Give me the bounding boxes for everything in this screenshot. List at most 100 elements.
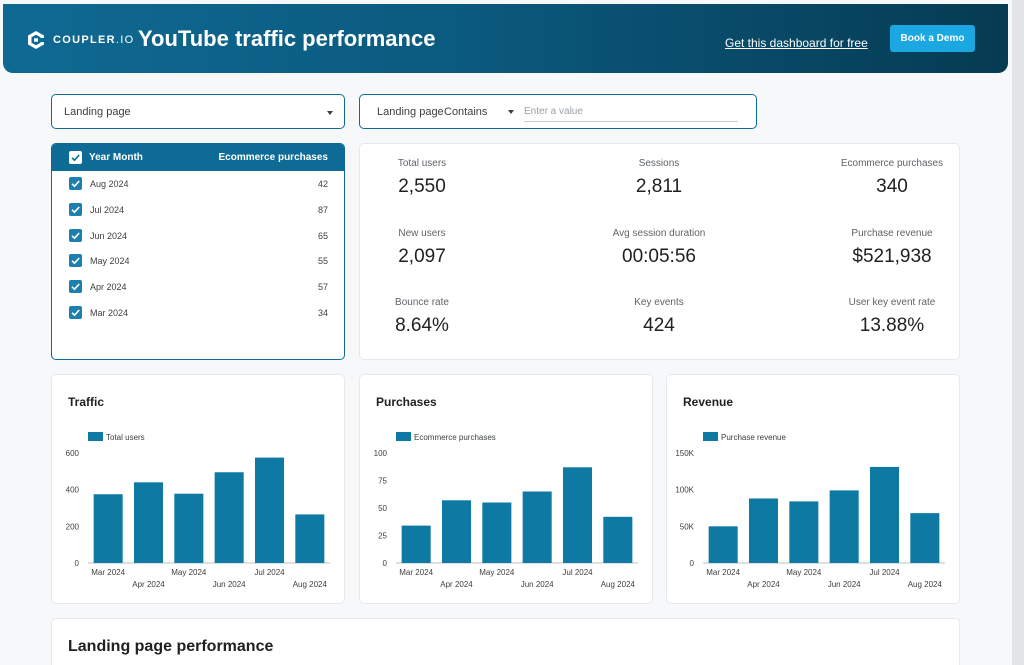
y-tick-label: 200 <box>66 522 80 531</box>
y-tick-label: 0 <box>75 559 80 568</box>
table-row[interactable]: May 2024 55 <box>52 248 344 274</box>
legend-swatch <box>396 432 411 441</box>
scrollbar-track[interactable] <box>1012 0 1024 665</box>
row-checkbox[interactable] <box>69 280 82 294</box>
kpi-value: 340 <box>876 176 908 197</box>
bar-aug-2024 <box>603 516 633 563</box>
table-row[interactable]: Apr 2024 57 <box>52 274 344 300</box>
get-dashboard-link[interactable]: Get this dashboard for free <box>725 36 868 50</box>
bar-mar-2024 <box>401 525 431 563</box>
traffic-chart-card: Traffic Total users 0 200 400 600 Mar 2024 Apr… <box>51 374 345 604</box>
x-tick-label: Jul 2024 <box>254 568 285 577</box>
table-row[interactable]: Jun 2024 65 <box>52 223 344 249</box>
kpi-value: 8.64% <box>395 315 449 336</box>
kpi-user-key-event-rate: User key event rate 13.88% <box>802 297 982 337</box>
y-tick-label: 50K <box>680 522 695 531</box>
y-tick-label: 75 <box>378 477 387 486</box>
coupler-logo[interactable]: COUPLER.IO <box>25 29 134 51</box>
row-month: May 2024 <box>90 256 130 267</box>
y-tick-label: 150K <box>675 449 694 458</box>
kpi-value: 2,550 <box>398 176 446 197</box>
x-tick-label: Aug 2024 <box>908 580 943 589</box>
kpi-label: New users <box>398 228 446 239</box>
operator-select[interactable]: Contains <box>444 106 488 118</box>
kpi-value: 2,811 <box>635 176 683 197</box>
kpi-total-users: Total users 2,550 <box>332 158 512 198</box>
row-value: 57 <box>317 282 328 293</box>
bar-jul-2024 <box>254 457 285 563</box>
kpi-key-events: Key events 424 <box>569 297 749 337</box>
row-value: 34 <box>317 307 328 318</box>
select-all-checkbox[interactable] <box>69 151 82 164</box>
bar-jun-2024 <box>522 491 552 563</box>
x-tick-label: Apr 2024 <box>747 580 780 589</box>
kpi-value: 424 <box>643 315 675 336</box>
legend-label: Purchase revenue <box>721 433 786 442</box>
kpi-label: Sessions <box>638 158 680 169</box>
chart-title: Traffic <box>68 395 105 409</box>
chart-title: Revenue <box>683 395 734 409</box>
bar-apr-2024 <box>133 482 164 563</box>
x-tick-label: May 2024 <box>171 568 207 577</box>
legend-label: Total users <box>106 433 145 442</box>
y-tick-label: 50 <box>378 504 387 513</box>
row-checkbox[interactable] <box>69 305 82 319</box>
x-tick-label: May 2024 <box>479 568 515 577</box>
kpi-ecommerce-purchases: Ecommerce purchases 340 <box>802 158 982 198</box>
row-value: 55 <box>317 256 328 267</box>
chart-title: Purchases <box>376 395 437 409</box>
legend-label: Ecommerce purchases <box>414 433 496 442</box>
section-title: Landing page performance <box>68 638 274 655</box>
chevron-down-icon[interactable] <box>508 110 514 114</box>
x-tick-label: Mar 2024 <box>706 568 740 577</box>
bar-apr-2024 <box>441 500 472 563</box>
filter-value-input[interactable] <box>524 102 738 122</box>
x-tick-label: Aug 2024 <box>293 580 328 589</box>
row-checkbox[interactable] <box>69 254 82 268</box>
x-tick-label: Aug 2024 <box>601 580 636 589</box>
legend-swatch <box>88 432 103 441</box>
bar-jun-2024 <box>214 472 244 563</box>
row-value: 87 <box>317 204 328 215</box>
x-tick-label: Jun 2024 <box>828 580 861 589</box>
row-month: Aug 2024 <box>90 179 129 189</box>
text-filter-label: Landing page <box>377 106 444 118</box>
column-header-year-month[interactable]: Year Month <box>89 152 143 163</box>
book-demo-button[interactable]: Book a Demo <box>890 25 975 52</box>
logo-text: COUPLER.IO <box>53 34 135 46</box>
row-checkbox[interactable] <box>69 228 82 242</box>
table-row[interactable]: Aug 2024 42 <box>52 171 344 197</box>
row-value: 42 <box>317 179 328 189</box>
bar-jun-2024 <box>829 490 859 563</box>
table-row[interactable]: Jul 2024 87 <box>52 197 344 223</box>
kpi-label: Total users <box>397 158 447 169</box>
row-month: Jun 2024 <box>90 230 128 241</box>
row-checkbox[interactable] <box>69 177 82 190</box>
kpi-label: Ecommerce purchases <box>840 158 944 169</box>
purchases-chart-card: Purchases Ecommerce purchases 0 25 50 75 100 M… <box>359 374 653 604</box>
kpi-scorecards: Total users 2,550 Sessions 2,811 Ecommerce p… <box>359 143 960 360</box>
revenue-chart-card: Revenue Purchase revenue 0 50K 100K 150K Mar … <box>666 374 960 604</box>
bar-jul-2024 <box>869 466 900 563</box>
y-tick-label: 0 <box>690 559 695 568</box>
kpi-purchase-revenue: Purchase revenue $521,938 <box>802 228 982 268</box>
page-title: YouTube traffic performance <box>138 26 436 51</box>
bar-aug-2024 <box>295 514 325 563</box>
kpi-value: 00:05:56 <box>622 246 696 267</box>
column-header-ecommerce-purchases[interactable]: Ecommerce purchases <box>218 152 328 163</box>
table-row[interactable]: Mar 2024 34 <box>52 300 344 326</box>
landing-page-dropdown[interactable]: Landing page <box>51 94 345 129</box>
y-tick-label: 600 <box>66 449 80 458</box>
kpi-label: Bounce rate <box>395 297 449 308</box>
kpi-new-users: New users 2,097 <box>332 228 512 268</box>
coupler-logo-icon <box>28 31 44 49</box>
legend-swatch <box>703 432 718 441</box>
row-month: Jul 2024 <box>90 204 125 215</box>
kpi-value: 13.88% <box>859 315 925 336</box>
x-tick-label: Mar 2024 <box>91 568 125 577</box>
kpi-value: $521,938 <box>852 246 932 267</box>
row-checkbox[interactable] <box>69 202 82 216</box>
kpi-bounce-rate: Bounce rate 8.64% <box>332 297 512 337</box>
y-tick-label: 100K <box>675 486 694 495</box>
